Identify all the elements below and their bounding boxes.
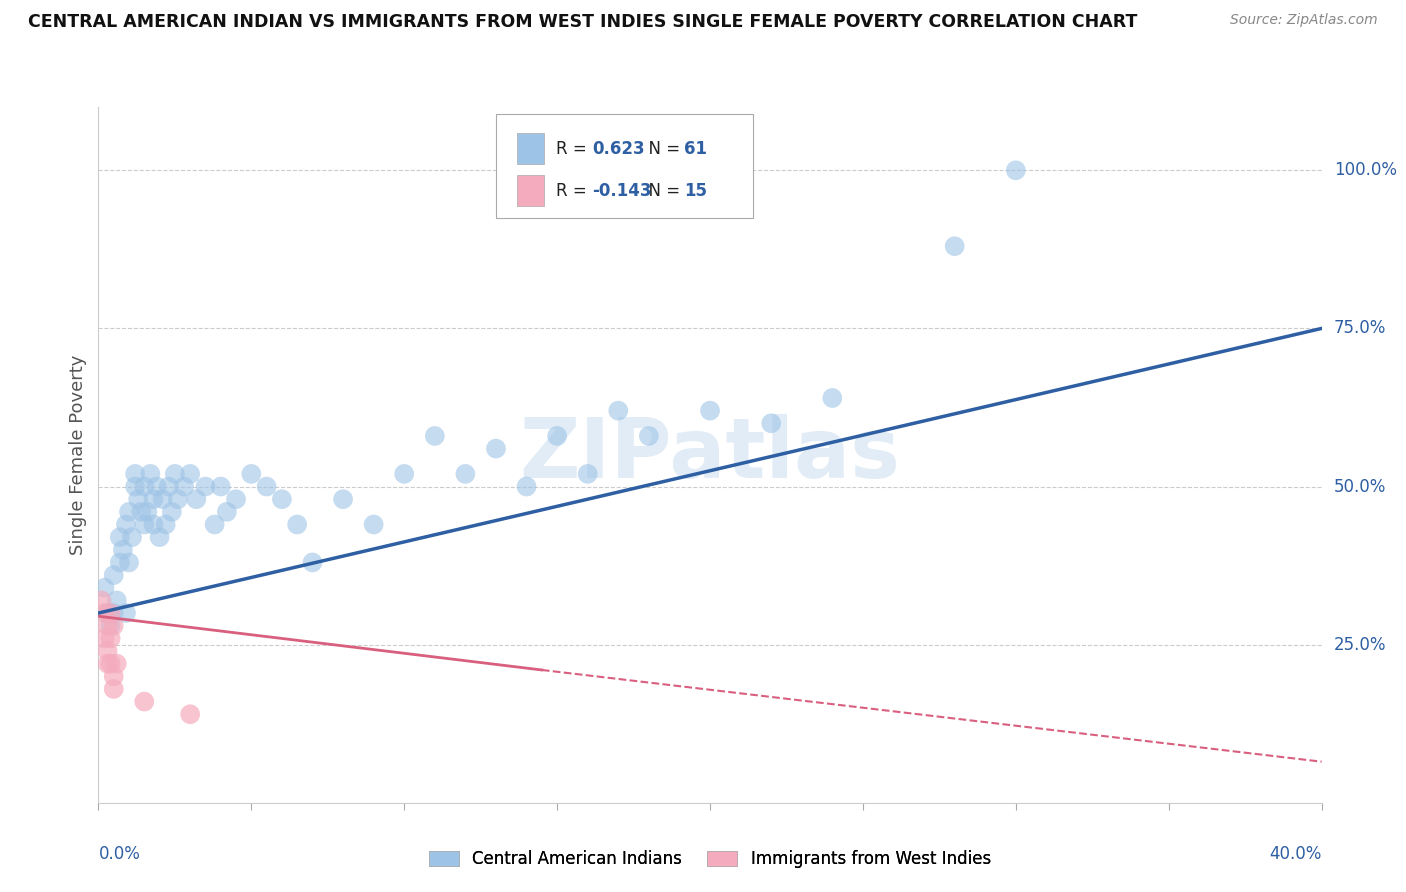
Point: [270, 492, 292, 507]
Point: [100, 632, 122, 646]
Y-axis label: Single Female Poverty: Single Female Poverty: [69, 355, 87, 555]
Point: [93, 606, 115, 620]
Point: [163, 467, 186, 481]
Point: [943, 239, 966, 253]
Point: [93, 632, 115, 646]
Text: 40.0%: 40.0%: [1270, 845, 1322, 863]
Point: [90, 593, 112, 607]
Point: [118, 556, 141, 570]
Point: [240, 467, 263, 481]
Point: [607, 403, 630, 417]
Point: [97, 644, 120, 658]
Point: [1004, 163, 1026, 178]
Point: [124, 467, 146, 481]
FancyBboxPatch shape: [517, 175, 544, 206]
Point: [186, 492, 208, 507]
Point: [392, 467, 416, 481]
Point: [134, 695, 156, 709]
Point: [127, 492, 149, 507]
Text: 0.623: 0.623: [592, 140, 645, 158]
Point: [136, 505, 159, 519]
Point: [145, 479, 167, 493]
Point: [157, 479, 180, 493]
Point: [115, 606, 138, 620]
Point: [100, 657, 122, 671]
Point: [699, 403, 721, 417]
Text: 61: 61: [685, 140, 707, 158]
Point: [301, 556, 323, 570]
Point: [134, 479, 156, 493]
Point: [155, 517, 177, 532]
Point: [100, 606, 122, 620]
Point: [576, 467, 599, 481]
Point: [759, 417, 782, 431]
Point: [332, 492, 354, 507]
Point: [105, 593, 128, 607]
Point: [134, 517, 156, 532]
Point: [103, 681, 125, 696]
Point: [108, 530, 131, 544]
Point: [821, 391, 844, 405]
Point: [103, 669, 125, 683]
Point: [129, 505, 152, 519]
Text: ZIPatlas: ZIPatlas: [520, 415, 900, 495]
Point: [105, 657, 128, 671]
Text: R =: R =: [555, 182, 592, 200]
Text: N =: N =: [638, 182, 685, 200]
Legend: Central American Indians, Immigrants from West Indies: Central American Indians, Immigrants fro…: [422, 843, 998, 874]
Text: 15: 15: [685, 182, 707, 200]
Point: [149, 530, 172, 544]
Point: [139, 467, 162, 481]
Point: [111, 542, 134, 557]
Point: [108, 556, 131, 570]
Point: [142, 517, 165, 532]
FancyBboxPatch shape: [496, 114, 752, 219]
Text: CENTRAL AMERICAN INDIAN VS IMMIGRANTS FROM WEST INDIES SINGLE FEMALE POVERTY COR: CENTRAL AMERICAN INDIAN VS IMMIGRANTS FR…: [28, 13, 1137, 31]
Point: [363, 517, 385, 532]
Point: [124, 479, 146, 493]
Point: [167, 492, 190, 507]
Text: 50.0%: 50.0%: [1334, 477, 1386, 496]
Point: [103, 606, 125, 620]
Text: 75.0%: 75.0%: [1334, 319, 1386, 337]
FancyBboxPatch shape: [517, 133, 544, 164]
Point: [115, 517, 138, 532]
Text: R =: R =: [555, 140, 592, 158]
Point: [423, 429, 446, 443]
Point: [97, 606, 120, 620]
Text: -0.143: -0.143: [592, 182, 652, 200]
Point: [546, 429, 568, 443]
Point: [97, 657, 120, 671]
Point: [97, 618, 120, 632]
Point: [179, 467, 201, 481]
Point: [285, 517, 308, 532]
Point: [118, 505, 141, 519]
Point: [209, 479, 232, 493]
Point: [152, 492, 174, 507]
Point: [454, 467, 477, 481]
Text: 25.0%: 25.0%: [1334, 636, 1386, 654]
Point: [173, 479, 195, 493]
Point: [225, 492, 247, 507]
Text: 0.0%: 0.0%: [98, 845, 141, 863]
Point: [204, 517, 226, 532]
Point: [160, 505, 183, 519]
Text: 100.0%: 100.0%: [1334, 161, 1398, 179]
Point: [103, 568, 125, 582]
Point: [100, 618, 122, 632]
Point: [121, 530, 143, 544]
Point: [142, 492, 165, 507]
Point: [215, 505, 238, 519]
Text: N =: N =: [638, 140, 685, 158]
Point: [194, 479, 217, 493]
Point: [93, 581, 115, 595]
Point: [516, 479, 538, 493]
Point: [485, 442, 508, 456]
Point: [103, 618, 125, 632]
Point: [256, 479, 278, 493]
Point: [179, 707, 201, 722]
Text: Source: ZipAtlas.com: Source: ZipAtlas.com: [1230, 13, 1378, 28]
Point: [637, 429, 661, 443]
